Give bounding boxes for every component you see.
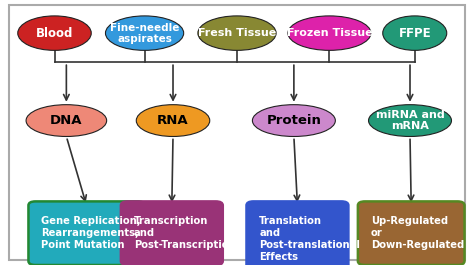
Ellipse shape [198, 16, 276, 50]
Text: FFPE: FFPE [399, 26, 431, 40]
Ellipse shape [252, 105, 336, 136]
Text: Protein: Protein [266, 114, 321, 127]
Text: Frozen Tissue: Frozen Tissue [287, 28, 372, 38]
Ellipse shape [26, 105, 107, 136]
FancyBboxPatch shape [9, 5, 465, 260]
FancyBboxPatch shape [121, 201, 223, 265]
Text: Fresh Tissue: Fresh Tissue [198, 28, 276, 38]
Text: Gene Replication,
Rearrangements,
Point Mutation: Gene Replication, Rearrangements, Point … [41, 216, 141, 250]
Ellipse shape [18, 16, 91, 50]
FancyBboxPatch shape [246, 201, 348, 265]
Text: Up-Regulated
or
Down-Regulated: Up-Regulated or Down-Regulated [371, 216, 464, 250]
Ellipse shape [105, 16, 184, 50]
Text: Blood: Blood [36, 26, 73, 40]
Text: Translation
and
Post-translational
Effects: Translation and Post-translational Effec… [259, 215, 360, 262]
Text: DNA: DNA [50, 114, 82, 127]
Ellipse shape [368, 105, 451, 136]
Ellipse shape [288, 16, 371, 50]
Text: Transcription
and
Post-Transcription: Transcription and Post-Transcription [134, 216, 235, 250]
Text: miRNA and
mRNA: miRNA and mRNA [375, 110, 445, 131]
Text: Fine-needle
aspirates: Fine-needle aspirates [110, 23, 179, 44]
FancyBboxPatch shape [28, 201, 145, 265]
Ellipse shape [136, 105, 210, 136]
Ellipse shape [383, 16, 447, 50]
FancyBboxPatch shape [358, 201, 465, 265]
Text: RNA: RNA [157, 114, 189, 127]
